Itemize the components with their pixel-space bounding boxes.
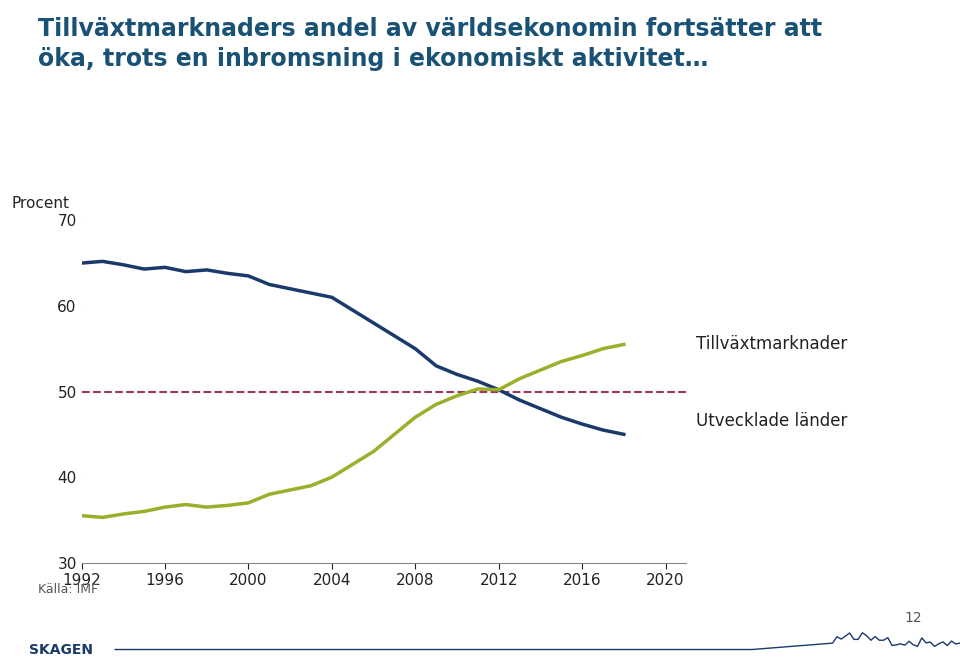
Text: Procent: Procent	[12, 196, 69, 212]
Text: Källa: IMF: Källa: IMF	[38, 583, 99, 596]
Text: SKAGEN: SKAGEN	[29, 643, 93, 657]
Text: Tillväxtmarknaders andel av världsekonomin fortsätter att: Tillväxtmarknaders andel av världsekonom…	[38, 17, 823, 41]
Text: Utvecklade länder: Utvecklade länder	[696, 412, 848, 430]
Text: öka, trots en inbromsning i ekonomiskt aktivitet…: öka, trots en inbromsning i ekonomiskt a…	[38, 47, 708, 71]
Text: Tillväxtmarknader: Tillväxtmarknader	[696, 336, 848, 354]
Text: 12: 12	[904, 611, 922, 625]
